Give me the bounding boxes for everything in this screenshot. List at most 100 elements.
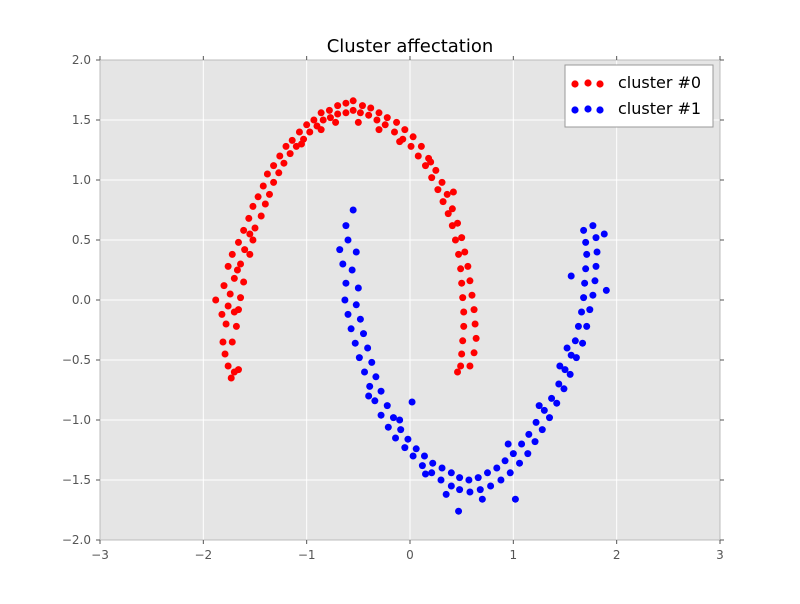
cluster-1-point (474, 474, 482, 482)
cluster-0-point (306, 128, 314, 136)
cluster-0-point (455, 250, 463, 258)
cluster-0-point (468, 291, 476, 299)
cluster-0-point (319, 116, 327, 124)
cluster-0-point (270, 178, 278, 186)
cluster-1-point (546, 414, 553, 422)
cluster-0-point (218, 310, 226, 318)
cluster-1-point (408, 398, 416, 406)
cluster-0-point (227, 374, 235, 382)
cluster-1-point (349, 206, 357, 214)
cluster-0-point (232, 322, 240, 330)
cluster-1-point (422, 470, 429, 478)
cluster-1-point (583, 250, 591, 258)
cluster-1-point (412, 445, 420, 453)
cluster-1-point (589, 222, 597, 230)
y-tick-label: 0.0 (72, 293, 91, 307)
cluster-1-point (518, 440, 526, 448)
cluster-1-point (352, 301, 360, 309)
cluster-0-point (391, 128, 398, 136)
cluster-1-point (561, 366, 569, 374)
cluster-0-point (295, 128, 303, 136)
cluster-1-point (548, 394, 556, 402)
cluster-0-point (230, 308, 238, 316)
cluster-1-point (339, 260, 347, 268)
cluster-0-point (228, 250, 236, 258)
cluster-1-point (580, 226, 588, 234)
cluster-0-point (221, 350, 229, 358)
cluster-1-point (344, 236, 352, 244)
cluster-0-point (233, 266, 241, 274)
cluster-0-point (461, 248, 469, 256)
cluster-1-point (556, 362, 564, 370)
cluster-1-point (555, 380, 563, 388)
cluster-0-point (222, 320, 230, 328)
cluster-0-point (460, 308, 468, 316)
cluster-0-point (249, 236, 257, 244)
cluster-1-point (364, 344, 372, 352)
legend-marker-cluster-0 (596, 80, 604, 88)
cluster-1-point (352, 248, 360, 256)
legend-marker-cluster-1 (571, 106, 579, 114)
cluster-0-point (303, 121, 311, 129)
cluster-1-point (396, 416, 404, 424)
cluster-0-point (265, 190, 273, 198)
cluster-0-point (470, 306, 478, 314)
x-tick-label: 0 (406, 548, 414, 562)
cluster-1-point (420, 452, 428, 460)
cluster-0-point (240, 226, 248, 234)
cluster-1-point (342, 222, 350, 230)
cluster-0-point (349, 97, 357, 105)
cluster-1-point (567, 272, 575, 280)
cluster-1-point (582, 238, 590, 246)
y-tick-label: −2.0 (62, 533, 91, 547)
y-tick-label: 0.5 (72, 233, 91, 247)
cluster-0-point (459, 337, 467, 345)
cluster-0-point (458, 234, 466, 242)
cluster-1-point (525, 430, 533, 438)
cluster-1-point (586, 306, 594, 314)
x-tick-label: 2 (613, 548, 621, 562)
cluster-1-point (538, 426, 546, 434)
cluster-0-point (261, 200, 269, 208)
cluster-1-point (466, 488, 474, 496)
cluster-1-point (589, 291, 597, 299)
cluster-1-point (582, 265, 590, 273)
legend-marker-cluster-1 (596, 106, 604, 114)
cluster-0-point (224, 362, 232, 370)
cluster-0-point (471, 320, 479, 328)
cluster-0-point (226, 290, 234, 298)
cluster-1-point (455, 507, 463, 515)
cluster-0-point (401, 126, 409, 134)
cluster-0-point (393, 118, 401, 126)
cluster-0-point (332, 118, 340, 126)
cluster-0-point (228, 338, 236, 346)
cluster-1-point (535, 402, 543, 410)
chart-title: Cluster affectation (327, 36, 494, 57)
cluster-1-point (377, 387, 385, 395)
legend-marker-cluster-0 (584, 79, 592, 87)
cluster-1-point (342, 279, 350, 287)
cluster-1-point (487, 482, 495, 490)
cluster-1-point (566, 370, 574, 378)
cluster-0-point (470, 349, 478, 357)
cluster-0-point (444, 210, 452, 218)
cluster-1-point (392, 434, 400, 442)
cluster-1-point (532, 418, 540, 426)
cluster-0-point (298, 140, 305, 148)
cluster-0-point (407, 142, 415, 150)
cluster-1-point (356, 315, 364, 323)
cluster-1-point (401, 444, 409, 452)
cluster-0-point (454, 219, 462, 227)
cluster-1-point (383, 402, 391, 410)
cluster-0-point (224, 262, 232, 270)
cluster-0-point (451, 236, 459, 244)
cluster-1-point (511, 495, 519, 503)
cluster-1-point (509, 450, 517, 458)
cluster-1-point (365, 392, 373, 400)
cluster-0-point (212, 296, 220, 304)
cluster-1-point (384, 423, 392, 431)
cluster-0-point (246, 230, 254, 238)
cluster-1-point (456, 474, 464, 482)
cluster-0-point (365, 111, 373, 119)
